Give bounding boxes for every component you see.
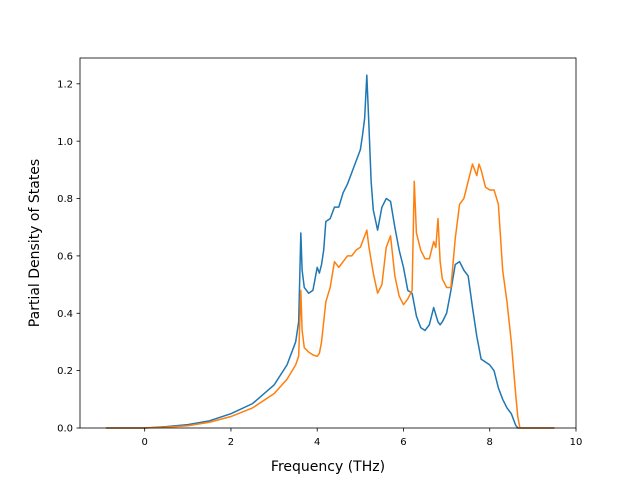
plot-area bbox=[105, 74, 555, 429]
y-axis-label: Partial Density of States bbox=[27, 159, 43, 327]
x-axis: 0 2 4 6 8 10 bbox=[142, 428, 583, 448]
x-tick-label: 10 bbox=[570, 437, 583, 448]
series-line-2 bbox=[105, 163, 555, 429]
y-tick-label: 0.4 bbox=[57, 309, 73, 320]
x-axis-label: Frequency (THz) bbox=[271, 459, 385, 475]
y-tick-label: 0.6 bbox=[57, 252, 73, 263]
series-line-1 bbox=[105, 74, 555, 429]
y-tick-label: 0.0 bbox=[57, 424, 73, 435]
axes-frame bbox=[79, 57, 577, 429]
y-tick-label: 0.8 bbox=[57, 194, 73, 205]
x-tick-label: 6 bbox=[400, 437, 406, 448]
x-tick-label: 4 bbox=[314, 437, 320, 448]
x-tick-label: 8 bbox=[487, 437, 493, 448]
y-tick-label: 1.0 bbox=[57, 137, 73, 148]
x-tick-label: 0 bbox=[142, 437, 148, 448]
y-axis: 0.0 0.2 0.4 0.6 0.8 1.0 1.2 bbox=[57, 79, 80, 435]
x-tick-label: 2 bbox=[228, 437, 234, 448]
y-tick-label: 0.2 bbox=[57, 366, 73, 377]
y-tick-label: 1.2 bbox=[57, 79, 73, 90]
